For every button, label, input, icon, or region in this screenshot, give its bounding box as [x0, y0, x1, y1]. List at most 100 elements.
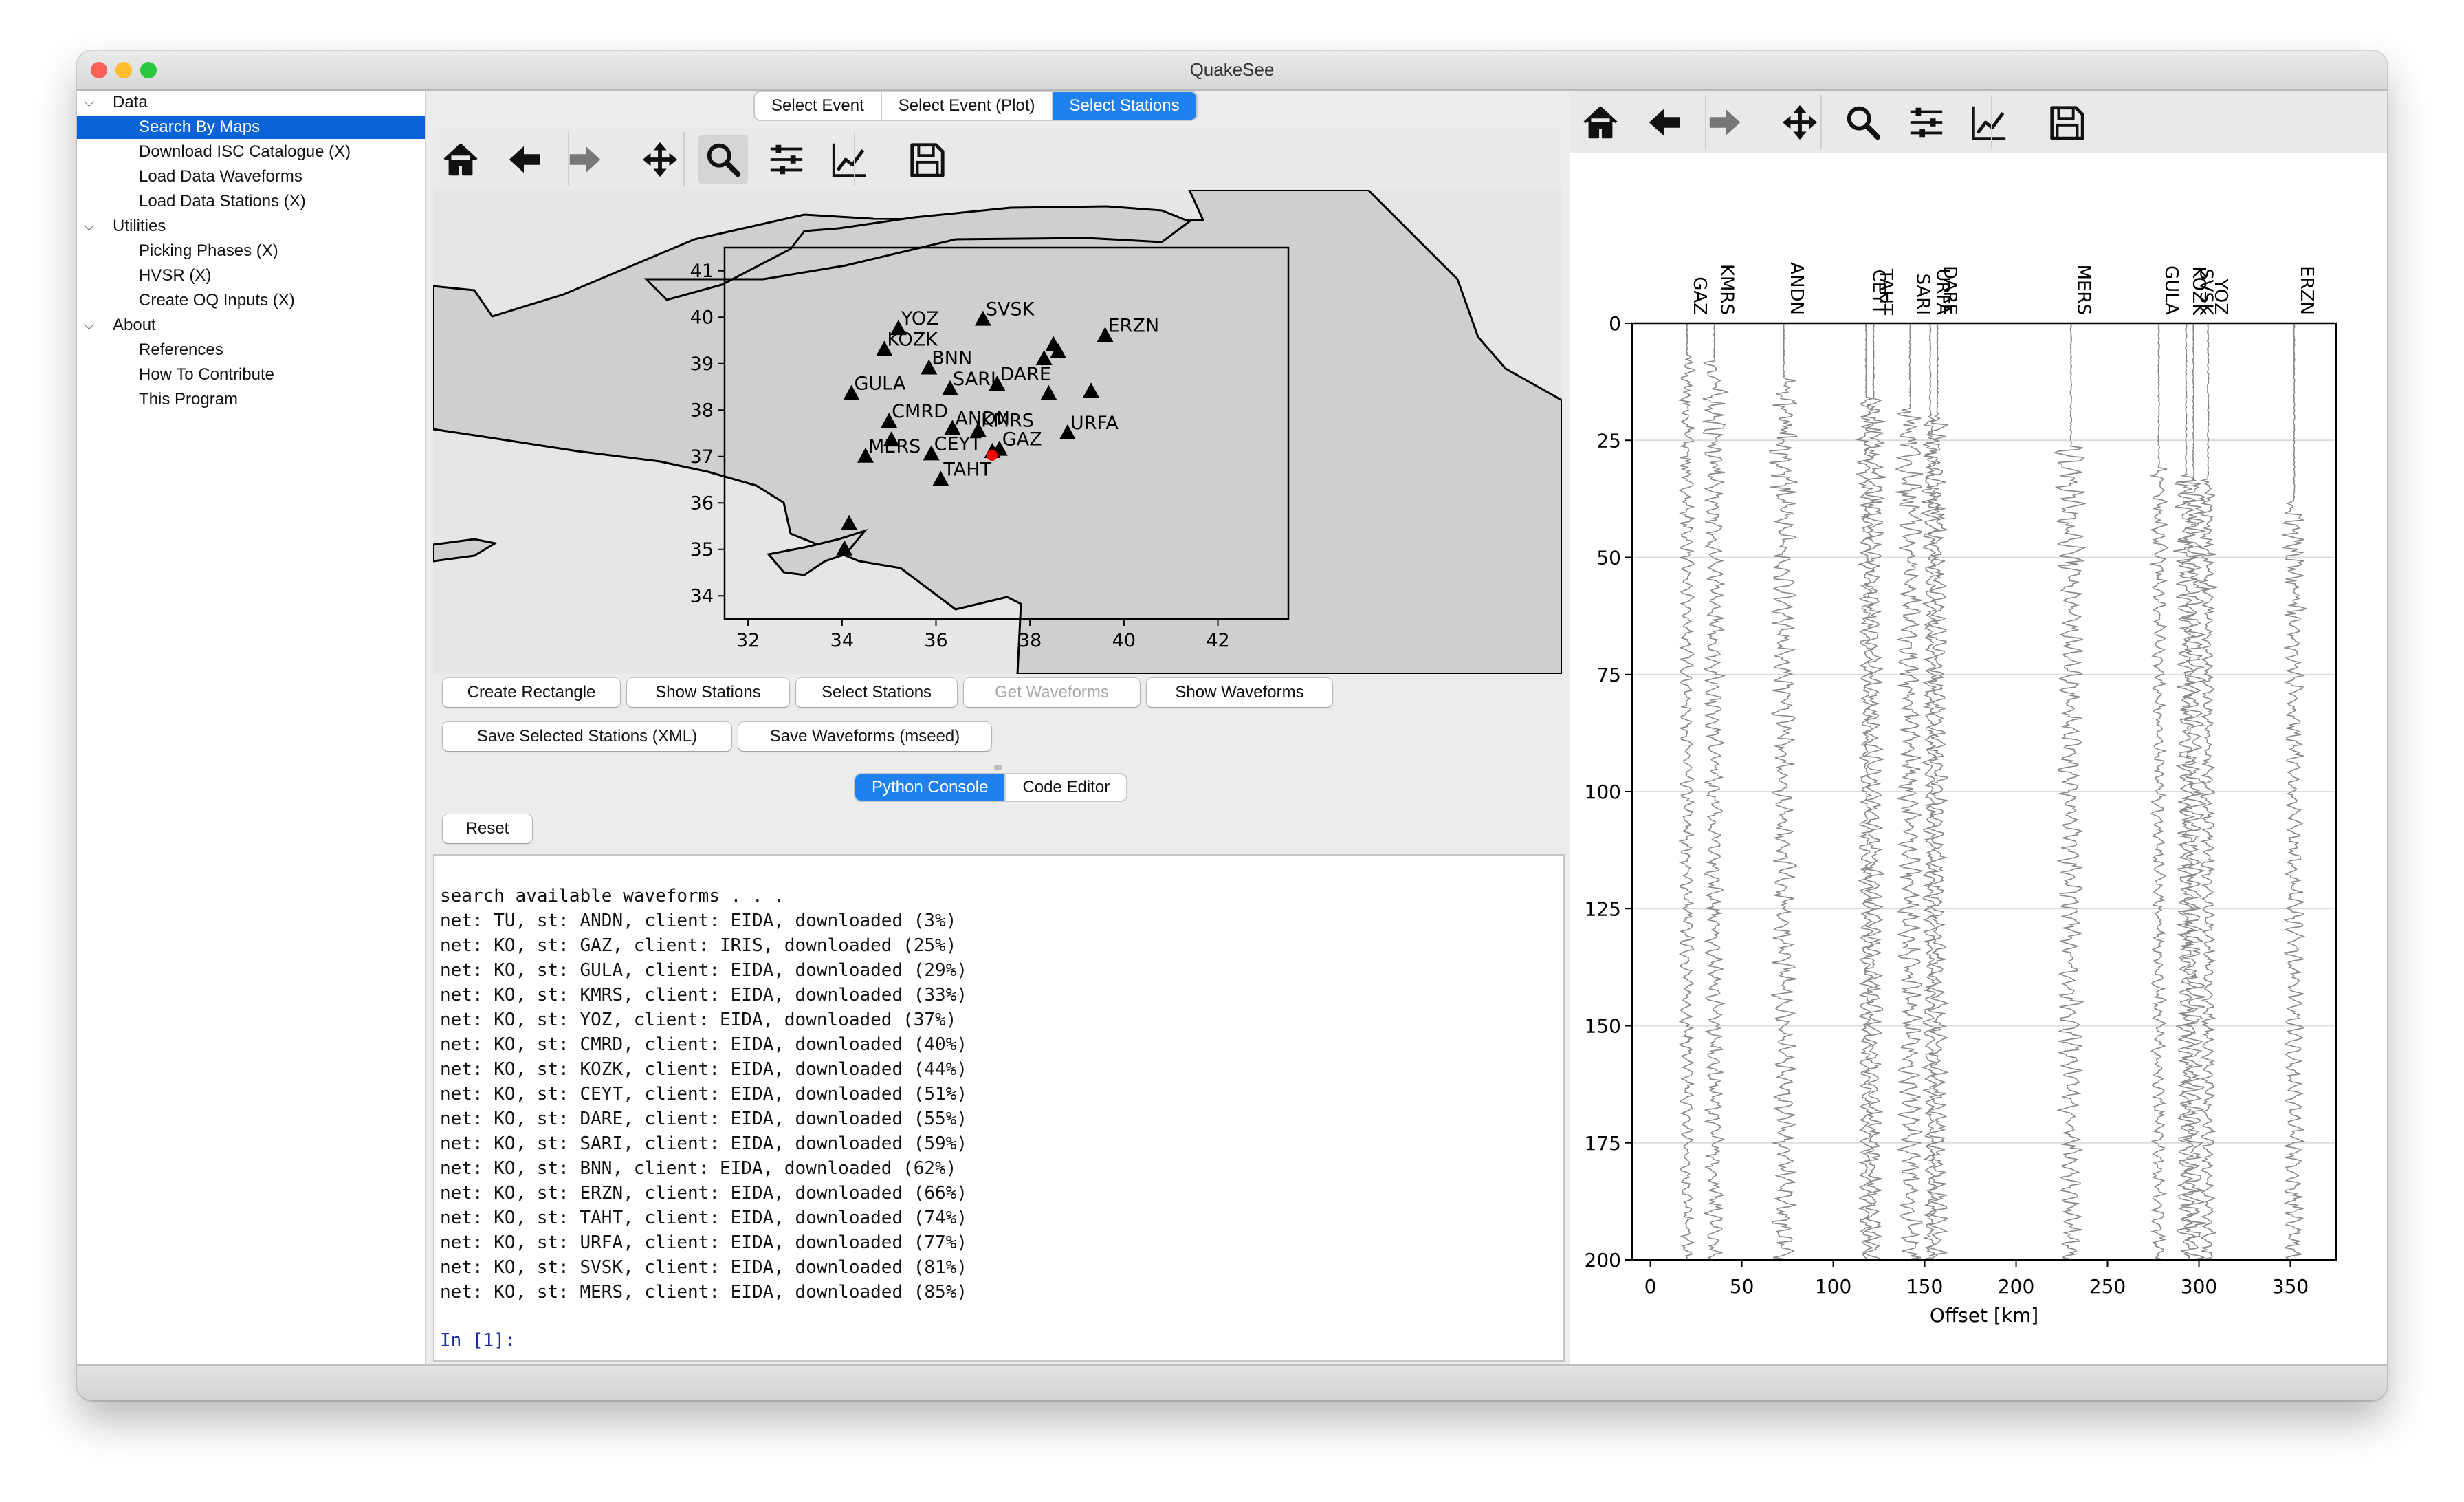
trace-label-urfa: URFA — [1933, 269, 1953, 316]
waveform-trace-ceyt — [1854, 323, 1876, 1260]
home-tool-button[interactable] — [436, 135, 485, 184]
save-tool-button[interactable] — [2042, 98, 2091, 147]
console-output-line: net: KO, st: TAHT, client: EIDA, downloa… — [440, 1208, 968, 1228]
forward-arrow-tool-button[interactable] — [1701, 98, 1750, 147]
chevron-down-icon[interactable]: ⌵ — [84, 318, 95, 333]
tab-select-event[interactable]: Select Event — [755, 92, 882, 120]
reset-button[interactable]: Reset — [443, 814, 532, 843]
tab-python-console[interactable]: Python Console — [855, 774, 1006, 801]
trace-label-gaz: GAZ — [1689, 276, 1710, 315]
waveform-trace-andn — [1769, 323, 1798, 1260]
save-tool-button[interactable] — [902, 135, 952, 184]
station-label-kmrs: KMRS — [981, 411, 1034, 432]
configure-subplots-icon — [770, 144, 803, 175]
select-stations-button[interactable]: Select Stations — [796, 678, 957, 707]
tree-item-load-stations[interactable]: Load Data Stations (X) — [139, 192, 306, 210]
tree-group-utilities[interactable]: ⌵ Utilities — [77, 215, 425, 238]
station-label-andn: ANDN — [955, 408, 1010, 429]
tree-item-how-to-contribute[interactable]: How To Contribute — [139, 365, 274, 384]
waveform-trace-sari — [1894, 323, 1924, 1260]
pan-tool-button[interactable] — [1775, 98, 1825, 147]
tab-code-editor[interactable]: Code Editor — [1022, 778, 1110, 796]
map-y-tick-label: 35 — [690, 539, 714, 560]
station-marker — [841, 514, 858, 530]
station-marker-dare — [989, 376, 1006, 391]
console-output-line: search available waveforms . . . — [440, 886, 784, 906]
y-tick-label: 175 — [1585, 1132, 1621, 1155]
python-console[interactable]: search available waveforms . . . net: TU,… — [433, 854, 1565, 1362]
tree-item-load-waveforms[interactable]: Load Data Waveforms — [139, 167, 302, 186]
station-label-bnn: BNN — [932, 348, 972, 369]
tree-item-hvsr[interactable]: HVSR (X) — [139, 266, 212, 285]
station-marker-taht — [932, 470, 949, 486]
land-mass — [432, 188, 1563, 675]
tree-item-picking-phases[interactable]: Picking Phases (X) — [139, 241, 278, 260]
minimize-window-button[interactable] — [116, 62, 132, 78]
forward-arrow-tool-button[interactable] — [561, 135, 610, 184]
zoom-window-button[interactable] — [140, 62, 157, 78]
zoom-tool-button[interactable] — [1838, 98, 1888, 147]
get-waveforms-button[interactable]: Get Waveforms — [964, 678, 1140, 707]
waveform-trace-gaz — [1678, 323, 1697, 1260]
show-waveforms-button[interactable]: Show Waveforms — [1147, 678, 1332, 707]
map-svg: 32 34 36 38 40 42 41 40 39 38 37 36 35 34 YOZ SVSK ERZN… — [432, 188, 1563, 675]
station-marker-cmrd — [881, 413, 898, 428]
create-rectangle-button[interactable]: Create Rectangle — [443, 678, 620, 707]
tree-item-references[interactable]: References — [139, 340, 223, 359]
toolbar-separator — [1705, 95, 1706, 149]
trace-label-ceyt: CEYT — [1868, 270, 1889, 315]
splitter-handle[interactable] — [994, 765, 1002, 770]
tree-item-create-oq[interactable]: Create OQ Inputs (X) — [139, 291, 295, 309]
tree-item-download-isc[interactable]: Download ISC Catalogue (X) — [139, 142, 351, 161]
tab-select-event-plot[interactable]: Select Event (Plot) — [882, 92, 1053, 120]
station-marker-kozk — [876, 340, 893, 356]
configure-subplots-tool-button[interactable] — [762, 135, 811, 184]
y-tick-label: 75 — [1596, 664, 1621, 686]
waveform-plot[interactable]: 0 25 50 75 100 125 150 175 200 0 50 100 150 200 250 300… — [1570, 153, 2387, 1364]
close-window-button[interactable] — [91, 62, 107, 78]
station-marker — [836, 540, 853, 556]
pan-icon — [1782, 105, 1818, 140]
station-label-erzn: ERZN — [1108, 315, 1160, 336]
console-prompt[interactable]: In [1]: — [440, 1330, 516, 1351]
pan-tool-button[interactable] — [635, 135, 685, 184]
show-stations-button[interactable]: Show Stations — [627, 678, 789, 707]
back-arrow-tool-button[interactable] — [1639, 98, 1688, 147]
save-waveforms-button[interactable]: Save Waveforms (mseed) — [738, 722, 991, 751]
edit-axis-tool-button[interactable] — [825, 135, 874, 184]
y-tick-label: 200 — [1585, 1249, 1621, 1272]
y-tick-label: 150 — [1585, 1015, 1621, 1038]
station-marker-ceyt — [923, 445, 940, 461]
tree-group-data[interactable]: ⌵ Data — [77, 91, 425, 114]
console-output-line: net: KO, st: URFA, client: EIDA, downloa… — [440, 1232, 968, 1253]
trace-label-sari: SARI — [1912, 273, 1933, 315]
home-icon — [443, 143, 478, 176]
waveform-trace-taht — [1860, 323, 1886, 1260]
console-output-line: net: TU, st: ANDN, client: EIDA, downloa… — [440, 911, 957, 931]
waveform-trace-gula — [2149, 323, 2170, 1260]
x-tick-label: 150 — [1906, 1275, 1943, 1298]
map-plot[interactable]: 32 34 36 38 40 42 41 40 39 38 37 36 35 34 YOZ SVSK ERZN… — [432, 188, 1563, 675]
trace-label-erzn: ERZN — [2296, 265, 2317, 315]
station-marker — [883, 431, 900, 447]
chevron-down-icon[interactable]: ⌵ — [84, 219, 95, 234]
tab-select-stations[interactable]: Select Stations — [1053, 92, 1196, 120]
console-output-line: net: KO, st: MERS, client: EIDA, downloa… — [440, 1282, 968, 1303]
y-tick-label: 100 — [1585, 781, 1621, 803]
console-output-line: net: KO, st: GULA, client: EIDA, downloa… — [440, 960, 968, 981]
save-selected-stations-button[interactable]: Save Selected Stations (XML) — [443, 722, 732, 751]
tree-group-about[interactable]: ⌵ About — [77, 314, 425, 337]
title-bar: QuakeSee — [77, 51, 2387, 91]
tree-item-search-by-maps[interactable]: Search By Maps — [77, 116, 425, 139]
chevron-down-icon[interactable]: ⌵ — [84, 95, 95, 110]
home-tool-button[interactable] — [1576, 98, 1625, 147]
station-marker-gula — [843, 384, 860, 400]
y-tick-label: 50 — [1596, 547, 1621, 569]
configure-subplots-tool-button[interactable] — [1902, 98, 1951, 147]
zoom-tool-button[interactable] — [698, 135, 748, 184]
y-tick-label: 125 — [1585, 897, 1621, 920]
forward-arrow-icon — [569, 146, 601, 173]
edit-axis-tool-button[interactable] — [1965, 98, 2014, 147]
tree-item-this-program[interactable]: This Program — [139, 390, 239, 409]
back-arrow-tool-button[interactable] — [499, 135, 549, 184]
